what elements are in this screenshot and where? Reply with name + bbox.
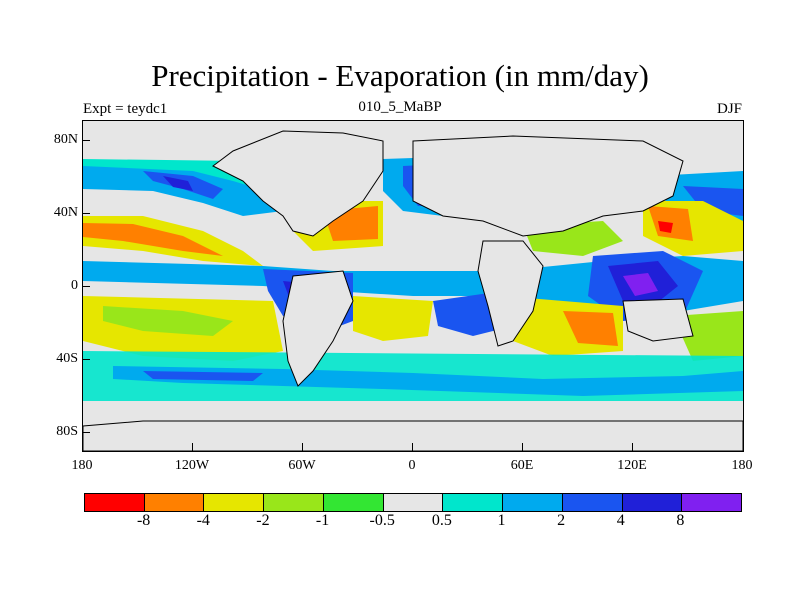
y-tick (82, 213, 90, 214)
map-panel (82, 120, 744, 452)
colorbar-swatch (264, 494, 324, 511)
x-tick (522, 443, 523, 451)
y-tick (82, 432, 90, 433)
x-tick (632, 443, 633, 451)
colorbar-swatch (622, 494, 683, 511)
x-tick (192, 443, 193, 451)
colorbar-swatch (682, 494, 742, 511)
colorbar-label: -2 (256, 512, 270, 529)
y-tick (82, 359, 90, 360)
y-tick (82, 140, 90, 141)
colorbar-swatch (323, 494, 384, 511)
colorbar-label: -0.5 (369, 512, 395, 529)
colorbar-swatch (85, 494, 145, 511)
y-tick (82, 286, 90, 287)
experiment-label: Expt = teydc1 (83, 101, 168, 117)
x-tick-label: 180 (71, 458, 93, 473)
chart-title: Precipitation - Evaporation (in mm/day) (151, 58, 649, 93)
colorbar-label: -4 (196, 512, 210, 529)
y-tick-label: 0 (71, 278, 78, 293)
precip-evap-field (83, 130, 743, 451)
colorbar-label: 0.5 (431, 512, 452, 529)
x-tick-label: 120E (617, 458, 647, 473)
y-tick-label: 80N (53, 132, 78, 147)
y-tick-label: 40S (56, 351, 78, 366)
colorbar-label: 8 (676, 512, 685, 529)
x-tick-label: 180 (731, 458, 753, 473)
period-label: 010_5_MaBP (358, 99, 442, 115)
colorbar-swatch (204, 494, 265, 511)
colorbar-swatch (144, 494, 205, 511)
colorbar-swatch (503, 494, 563, 511)
colorbar (84, 493, 742, 512)
season-label: DJF (716, 101, 742, 117)
x-tick-label: 120W (174, 458, 210, 473)
colorbar-swatch (383, 494, 444, 511)
colorbar-label: 2 (557, 512, 566, 529)
colorbar-swatch (562, 494, 623, 511)
x-tick (412, 443, 413, 451)
x-tick-label: 0 (408, 458, 416, 473)
x-tick-label: 60E (510, 458, 534, 473)
x-tick-label: 60W (288, 458, 316, 473)
y-tick-label: 40N (53, 205, 78, 220)
colorbar-label: 1 (497, 512, 506, 529)
y-tick-label: 80S (56, 424, 78, 439)
colorbar-label: -1 (315, 512, 330, 529)
x-tick (302, 443, 303, 451)
colorbar-label: 4 (616, 512, 625, 529)
continent-outlines (83, 130, 743, 451)
colorbar-swatch (443, 494, 504, 511)
colorbar-label: -8 (136, 512, 151, 529)
